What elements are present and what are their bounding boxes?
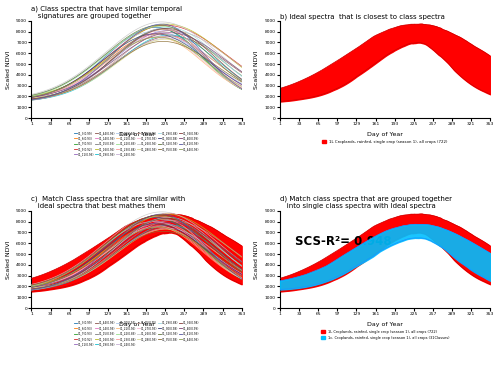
Text: c)  Match Class spectra that are similar with
   ideal spectra that best mathes : c) Match Class spectra that are similar … [32,195,186,209]
Legend: 1L Croplands, rainfed, single crop (season 1), all crops (722): 1L Croplands, rainfed, single crop (seas… [321,138,450,145]
Y-axis label: Scaled NDVI: Scaled NDVI [6,50,10,89]
X-axis label: Day of Year: Day of Year [367,322,403,327]
Legend: 1L Croplands, rainfed, single crop (season 1), all crops (722), 1c. Croplands, r: 1L Croplands, rainfed, single crop (seas… [320,329,450,341]
Text: a) Class spectra that have similar temporal
   signatures are grouped together: a) Class spectra that have similar tempo… [32,5,182,19]
Text: SCS-R²= 0.948: SCS-R²= 0.948 [295,235,392,249]
Y-axis label: Scaled NDVI: Scaled NDVI [6,240,10,279]
Y-axis label: Scaled NDVI: Scaled NDVI [254,50,259,89]
Y-axis label: Scaled NDVI: Scaled NDVI [254,240,259,279]
Text: b) Ideal spectra  that is closest to class spectra: b) Ideal spectra that is closest to clas… [280,13,445,19]
X-axis label: Day of Year: Day of Year [118,322,154,327]
X-axis label: Day of Year: Day of Year [118,132,154,137]
X-axis label: Day of Year: Day of Year [367,132,403,137]
Legend: CL_3(0.99), CL_6(0.93), CL_7(0.93), CL_9(0.92), CL_11(0.96), CL_44(0.96), CL_14(: CL_3(0.99), CL_6(0.93), CL_7(0.93), CL_9… [73,320,200,347]
Text: d) Match class spectra that are grouped together
   into single class spectra wi: d) Match class spectra that are grouped … [280,195,452,209]
Legend: CL_3(0.99), CL_6(0.93), CL_7(0.93), CL_9(0.92), CL_11(0.96), CL_44(0.96), CL_14(: CL_3(0.99), CL_6(0.93), CL_7(0.93), CL_9… [73,130,200,157]
